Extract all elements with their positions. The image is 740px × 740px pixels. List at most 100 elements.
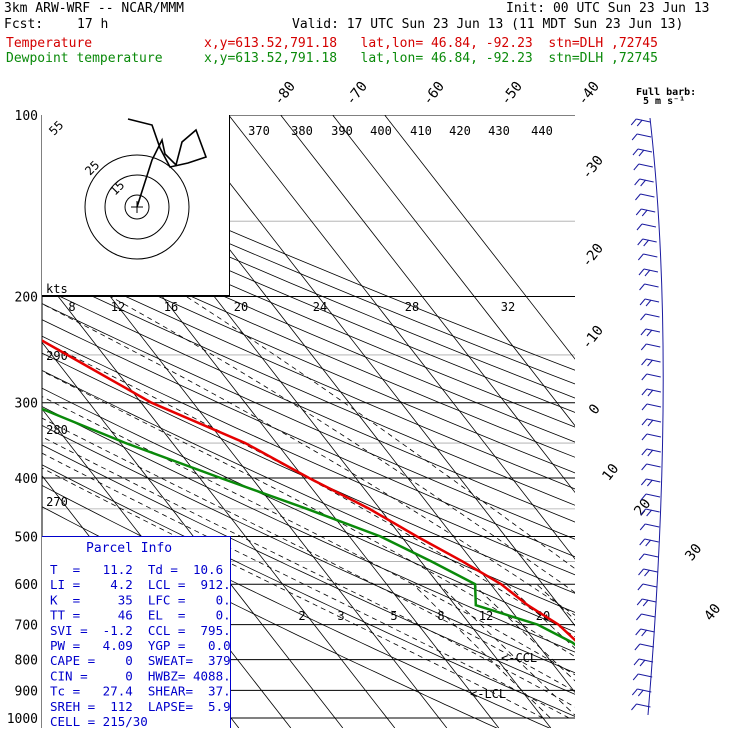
mixing-ratio-line (473, 583, 575, 682)
wind-barb (644, 538, 659, 543)
isotherm-label-20: 20 (631, 496, 654, 519)
pressure-label-900: 900 (15, 684, 38, 699)
wind-barb-flag (641, 433, 648, 441)
pressure-label-400: 400 (15, 472, 38, 487)
wind-barb-flag (639, 523, 646, 531)
speed-tick-12: 12 (111, 300, 125, 314)
dry-adiabat (42, 160, 575, 385)
mixing-ratio-line (438, 583, 575, 716)
dry-adiabat (42, 147, 575, 371)
wind-barb-flag (637, 253, 644, 261)
wind-barb-flag (646, 509, 653, 517)
wind-barb-flag (636, 613, 642, 621)
parcel-line-6: CAPE = 0 SWEAT= 379 (50, 653, 231, 668)
pressure-label-300: 300 (15, 397, 38, 412)
isotherm (384, 115, 575, 360)
wind-panel-units: 5 m s⁻¹ (643, 96, 685, 107)
hodo-units-label: kts (46, 282, 68, 296)
wind-barb-flag (644, 569, 650, 577)
wind-barb-flag (632, 673, 639, 681)
isotherm (176, 115, 575, 627)
wind-barb (645, 523, 660, 528)
wind-barb-flag (631, 703, 637, 711)
wind-barb-flag (643, 239, 650, 247)
hodograph-speed-ticks: 8 12 16 20 24 28 32 (68, 300, 515, 314)
theta-labels: 370 380 390 400 410 420 430 440 290 280 270 (46, 124, 553, 509)
wind-barb-flag (637, 583, 644, 591)
speed-tick-28: 28 (405, 300, 419, 314)
wind-barb-flag (641, 209, 648, 217)
wind-barb (645, 328, 661, 333)
dry-adiabat (42, 406, 575, 653)
wind-barb (636, 133, 652, 138)
isotherm (228, 115, 575, 560)
wind-barb (638, 163, 653, 168)
wind-panel-staff (647, 117, 664, 716)
wind-barb-flag (640, 313, 646, 321)
wind-barb-flag (631, 688, 638, 696)
ccl-marker: <-CCL (501, 651, 537, 665)
parcel-line-5: PW = 4.09 YGP = 0.0 (50, 638, 231, 653)
wind-barb-flag (636, 119, 643, 127)
moist-adiabat (42, 303, 575, 616)
dry-adiabat (42, 173, 575, 399)
wind-barb (640, 193, 655, 198)
isotherm-label--30: -30 (579, 153, 607, 183)
init-time: Init: 00 UTC Sun 23 Jun 13 (506, 1, 710, 16)
isotherm-label--80: -80 (271, 79, 299, 109)
isotherm (280, 115, 575, 494)
wind-barb (641, 613, 656, 618)
wind-barb (636, 703, 651, 708)
mixing-ratio-label-8: 8 (437, 609, 444, 623)
wind-barb (646, 373, 661, 378)
wind-barb-flag (646, 479, 653, 487)
wind-barb-flag (637, 238, 644, 246)
wind-barb-flag (639, 283, 645, 291)
wind-barb (639, 178, 654, 183)
dry-adiabat (42, 257, 575, 490)
wind-barb-flag (640, 508, 647, 516)
wind-barb-flag (633, 163, 640, 171)
isotherm-label--50: -50 (498, 79, 526, 109)
parcel-line-10: CELL = 215/30 (50, 714, 148, 729)
wind-barb (641, 208, 656, 213)
mixing-ratio-line (576, 584, 723, 718)
parcel-line-7: CIN = 0 HWBZ= 4088. (50, 668, 231, 683)
parcel-line-9: SREH = 112 LAPSE= 5.9 (50, 699, 231, 714)
dry-adiabat (42, 287, 575, 523)
wind-barb (643, 268, 659, 273)
wind-barb-flag (646, 329, 653, 337)
wind-barb-flag (638, 268, 645, 276)
wind-barb-flag (640, 343, 647, 351)
moist-adiabat (42, 436, 575, 708)
isotherm (42, 275, 396, 728)
wind-barb-flag (639, 298, 646, 306)
pressure-label-800: 800 (15, 654, 38, 669)
wind-barb-flag (638, 149, 645, 157)
theta-label-440: 440 (531, 124, 553, 138)
parcel-line-8: Tc = 27.4 SHEAR= 37. (50, 684, 231, 699)
pressure-label-600: 600 (15, 578, 38, 593)
wind-barb-flag (634, 643, 641, 651)
wind-barb-flag (641, 448, 648, 456)
isotherm-label--10: -10 (579, 323, 607, 353)
isotherm (332, 115, 575, 427)
wind-barb-flag (641, 463, 647, 471)
wind-barb (646, 403, 662, 408)
hodograph-ring-middle (104, 174, 170, 240)
wind-barb (645, 508, 660, 513)
wind-barb-flag (636, 598, 643, 606)
parcel-info-panel: Parcel Info (42, 536, 231, 728)
wind-barb (643, 568, 658, 573)
parcel-line-1: LI = 4.2 LCL = 912. (50, 577, 231, 592)
theta-label-400: 400 (370, 124, 392, 138)
wind-barb-flag (631, 133, 638, 141)
pressure-label-200: 200 (15, 291, 38, 306)
theta-label-390: 390 (331, 124, 353, 138)
theta-label-420: 420 (449, 124, 471, 138)
wind-barb (646, 358, 661, 363)
isotherm-label-30: 30 (682, 541, 705, 564)
dry-adiabat (42, 335, 575, 576)
isotherm-label--20: -20 (579, 241, 607, 271)
theta-label-380: 380 (291, 124, 313, 138)
